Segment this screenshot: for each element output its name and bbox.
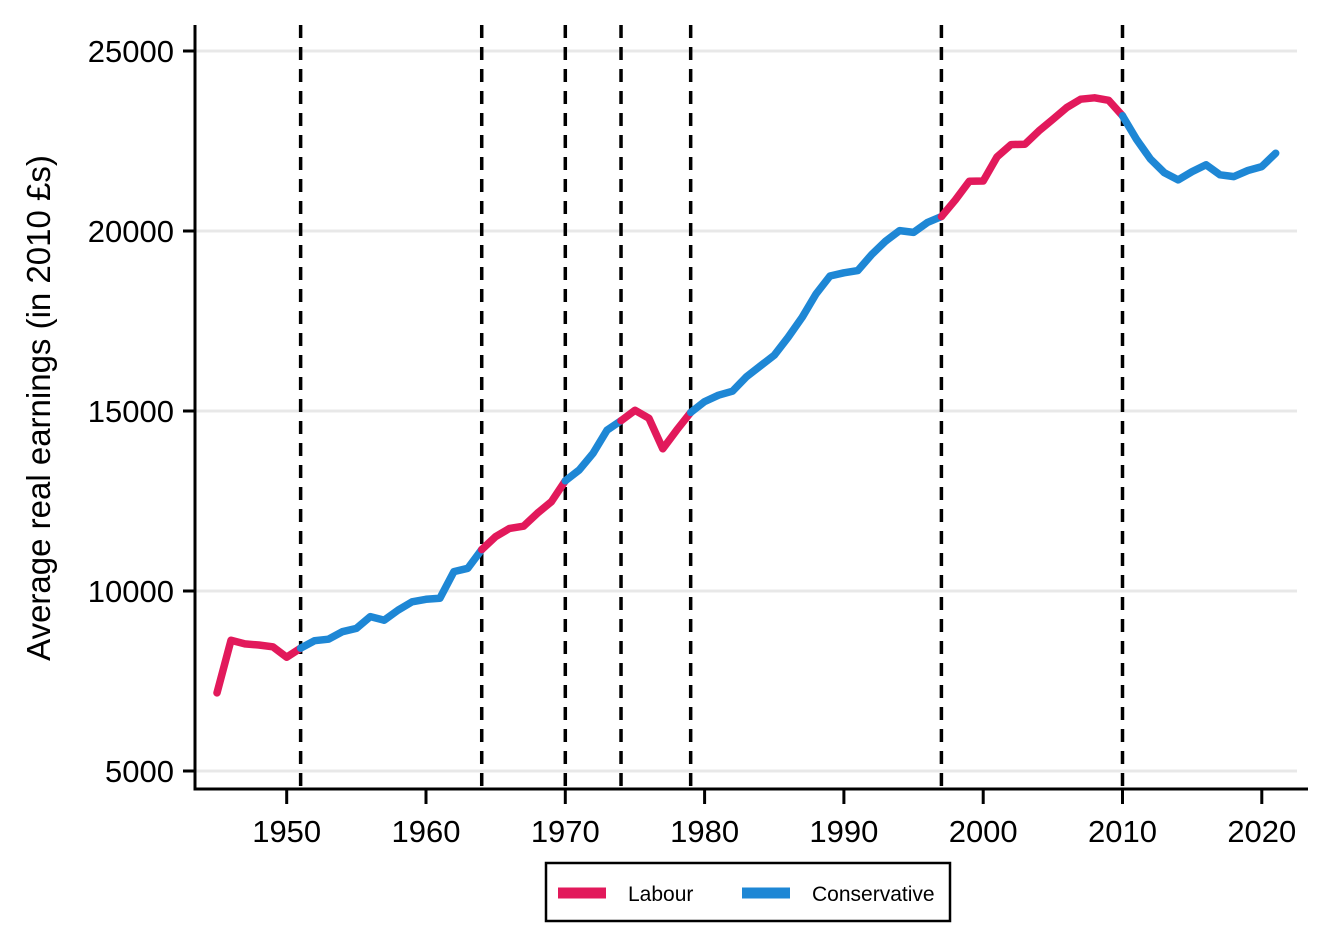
x-tick-label: 1980 bbox=[670, 814, 739, 849]
legend: Labour Conservative bbox=[544, 861, 952, 923]
legend-label: Conservative bbox=[812, 883, 935, 906]
y-tick-label: 20000 bbox=[88, 214, 174, 249]
series-segment-labour-1945 bbox=[213, 636, 305, 697]
legend-item-labour: Labour bbox=[558, 883, 693, 906]
gridlines bbox=[195, 49, 1297, 773]
x-tick-label: 1970 bbox=[531, 814, 600, 849]
y-tick-label: 5000 bbox=[105, 754, 174, 789]
x-tick-label: 1960 bbox=[392, 814, 461, 849]
x-tick-label: 1990 bbox=[809, 814, 878, 849]
axes bbox=[183, 25, 1308, 804]
y-tick-label: 15000 bbox=[88, 394, 174, 429]
series-segment-labour-1997 bbox=[937, 94, 1127, 221]
x-tick-label: 2010 bbox=[1088, 814, 1157, 849]
legend-item-conservative: Conservative bbox=[742, 883, 935, 906]
y-tick-label: 10000 bbox=[88, 574, 174, 609]
tick-labels: 5000 10000 15000 20000 25000 1950 1960 1970 1980… bbox=[88, 34, 1297, 849]
x-tick-label: 2020 bbox=[1227, 814, 1296, 849]
legend-label: Labour bbox=[628, 883, 693, 906]
series-segment-conservative-1970 bbox=[561, 416, 625, 485]
series-segment-conservative-1951 bbox=[296, 545, 486, 652]
y-axis-title: Average real earnings (in 2010 £s) bbox=[20, 155, 57, 661]
y-tick-label: 25000 bbox=[88, 34, 174, 69]
series-segment-conservative-1979 bbox=[686, 212, 946, 417]
election-dashed-lines bbox=[298, 25, 1125, 788]
series-segment-labour-1974 bbox=[617, 406, 695, 453]
axis-lines bbox=[193, 25, 1308, 791]
series-segment-labour-1964 bbox=[477, 477, 570, 554]
series-segment-conservative-2010 bbox=[1118, 112, 1280, 184]
series-line bbox=[213, 94, 1280, 697]
x-tick-label: 1950 bbox=[252, 814, 321, 849]
x-tick-label: 2000 bbox=[949, 814, 1018, 849]
